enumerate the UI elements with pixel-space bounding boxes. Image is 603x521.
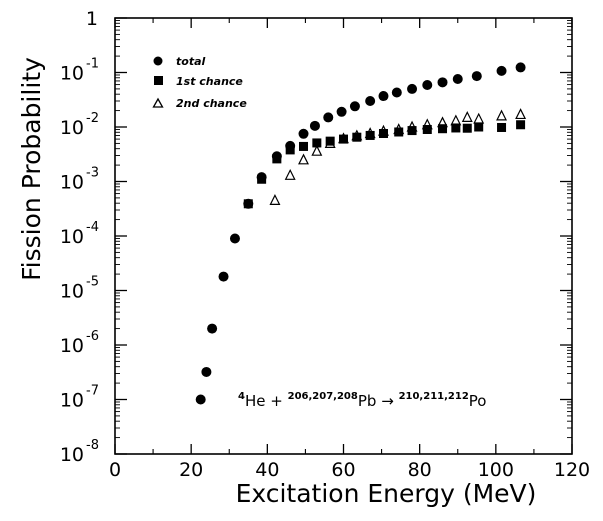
- data-point-2nd-chance: [364, 127, 376, 139]
- data-point-1st-chance: [285, 145, 295, 155]
- data-point-2nd-chance: [311, 144, 323, 156]
- data-point-total: [323, 112, 334, 123]
- data-point-1st-chance: [394, 127, 404, 137]
- data-point-total: [452, 73, 463, 84]
- y-tick-exponent: -3: [86, 166, 99, 181]
- data-point-total: [378, 91, 389, 102]
- data-point-total: [336, 106, 347, 117]
- data-point-total: [195, 394, 206, 405]
- data-point-1st-chance: [312, 138, 322, 148]
- data-point-1st-chance: [272, 154, 282, 164]
- data-point-total: [496, 65, 507, 76]
- data-point-2nd-chance: [284, 168, 296, 180]
- legend-label-2nd-chance: 2nd chance: [176, 97, 247, 110]
- legend: total 1st chance 2nd chance: [152, 55, 247, 110]
- y-tick-label: 10: [60, 444, 84, 466]
- data-point-1st-chance: [497, 122, 507, 132]
- data-point-1st-chance: [378, 128, 388, 138]
- y-tick-exponent: -6: [86, 329, 99, 344]
- data-point-total: [407, 83, 418, 94]
- x-tick-label: 80: [408, 459, 432, 481]
- x-tick-label: 40: [255, 459, 279, 481]
- axes: 0 20 40 60 80 100 120110-110-210-310-410-510-6…: [60, 8, 590, 481]
- data-point-total: [422, 79, 433, 90]
- data-point-total: [349, 101, 360, 112]
- y-tick-label: 10: [60, 281, 84, 303]
- y-tick-label: 10: [60, 63, 84, 85]
- legend-marker-total: [153, 56, 163, 66]
- data-point-total: [298, 128, 309, 139]
- data-point-2nd-chance: [298, 153, 309, 165]
- data-point-2nd-chance: [461, 111, 473, 123]
- data-point-2nd-chance: [351, 129, 363, 141]
- data-point-2nd-chance: [515, 108, 527, 120]
- data-point-1st-chance: [365, 130, 375, 140]
- data-point-2nd-chance: [473, 112, 485, 124]
- y-tick-exponent: -7: [86, 384, 99, 399]
- data-point-2nd-chance: [496, 109, 508, 121]
- data-layer: [195, 62, 527, 405]
- data-point-total: [218, 271, 229, 282]
- data-point-2nd-chance: [393, 123, 405, 135]
- y-tick-exponent: -2: [86, 111, 99, 126]
- y-tick-exponent: -4: [86, 220, 99, 235]
- data-point-2nd-chance: [421, 118, 433, 130]
- data-point-1st-chance: [257, 174, 267, 184]
- data-point-total: [207, 323, 218, 334]
- x-axis-title: Excitation Energy (MeV): [236, 479, 537, 508]
- y-tick-label: 10: [60, 226, 84, 248]
- x-tick-label: 100: [478, 459, 514, 481]
- data-point-2nd-chance: [269, 194, 281, 205]
- data-point-2nd-chance: [450, 114, 462, 126]
- data-point-1st-chance: [325, 136, 335, 146]
- legend-marker-1st-chance: [154, 76, 163, 85]
- y-tick-label: 1: [86, 8, 98, 30]
- data-point-2nd-chance: [437, 116, 448, 128]
- data-point-1st-chance: [462, 123, 472, 133]
- y-tick-exponent: -8: [86, 438, 99, 453]
- data-point-1st-chance: [339, 134, 348, 144]
- data-point-total: [229, 233, 240, 244]
- x-tick-label: 120: [554, 459, 590, 481]
- data-point-1st-chance: [474, 122, 484, 132]
- data-point-1st-chance: [422, 124, 432, 134]
- data-point-2nd-chance: [324, 137, 336, 149]
- data-point-total: [309, 120, 320, 131]
- legend-label-1st-chance: 1st chance: [176, 75, 243, 88]
- y-tick-label: 10: [60, 335, 84, 357]
- data-point-total: [201, 366, 212, 377]
- y-tick-exponent: -1: [86, 57, 99, 72]
- data-point-1st-chance: [299, 141, 309, 151]
- y-tick-label: 10: [60, 172, 84, 194]
- legend-label-total: total: [176, 55, 205, 68]
- y-tick-label: 10: [60, 117, 84, 139]
- x-tick-label: 60: [331, 459, 355, 481]
- y-tick-label: 10: [60, 390, 84, 412]
- data-point-2nd-chance: [338, 132, 349, 144]
- legend-marker-2nd-chance: [152, 97, 164, 108]
- data-point-total: [471, 71, 482, 82]
- x-tick-label: 20: [179, 459, 203, 481]
- data-point-total: [365, 95, 376, 106]
- data-point-2nd-chance: [378, 124, 389, 136]
- x-tick-label: 0: [109, 459, 121, 481]
- data-point-total: [391, 87, 402, 98]
- reaction-annotation: 4He + 206,207,208Pb → 210,211,212Po: [238, 391, 487, 410]
- data-point-1st-chance: [451, 123, 461, 133]
- y-tick-exponent: -5: [86, 275, 99, 290]
- data-point-2nd-chance: [406, 120, 418, 132]
- data-point-total: [437, 77, 448, 88]
- data-point-1st-chance: [516, 120, 526, 130]
- data-point-total: [515, 62, 526, 73]
- data-point-1st-chance: [352, 132, 362, 142]
- series-total: [195, 62, 526, 405]
- series-2nd-chance: [269, 108, 527, 205]
- data-point-1st-chance: [438, 124, 448, 134]
- y-axis-title: Fission Probability: [17, 57, 46, 281]
- data-point-1st-chance: [243, 199, 253, 209]
